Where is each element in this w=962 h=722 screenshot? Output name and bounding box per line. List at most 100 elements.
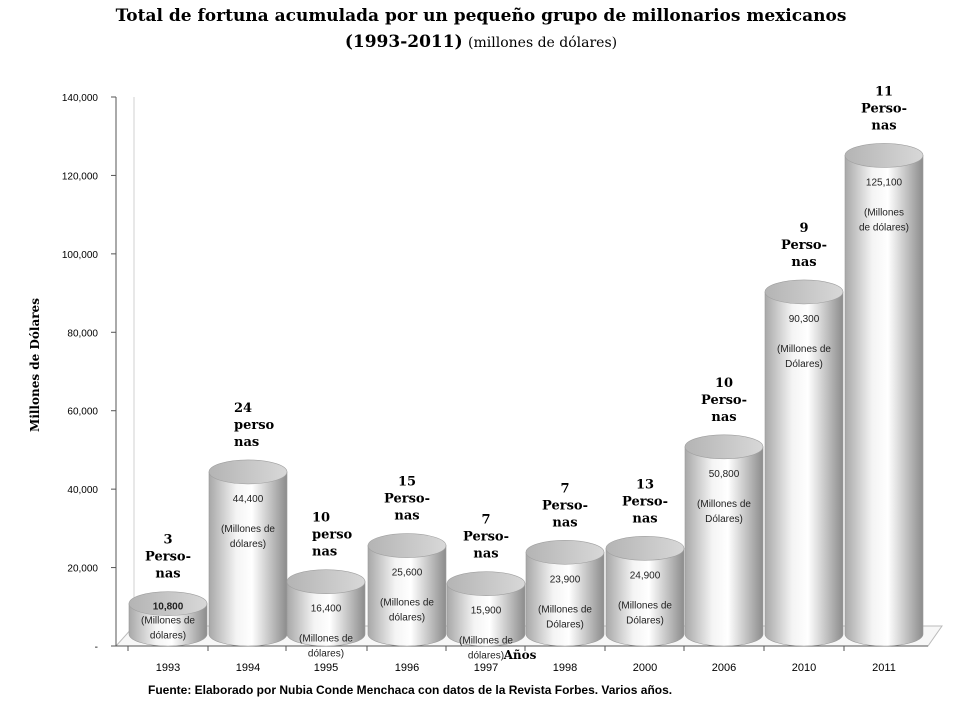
- y-tick-label: 40,000: [67, 485, 98, 496]
- y-tick-label: 120,000: [62, 171, 99, 182]
- bar-top: [525, 539, 605, 565]
- chart-bars: [128, 143, 924, 647]
- persons-annotation: nas: [791, 255, 816, 270]
- bar-value-label: 90,300: [789, 314, 820, 325]
- persons-annotation: 10: [715, 376, 733, 391]
- bar-unit-label: (Millones de: [221, 524, 275, 535]
- persons-annotation: 7: [560, 481, 569, 496]
- bar-body: [764, 291, 844, 647]
- x-tick-label: 1995: [314, 662, 338, 674]
- persons-annotation: Perso-: [861, 101, 907, 116]
- bar-value-label: 16,400: [311, 604, 342, 615]
- persons-annotation: Perso-: [145, 550, 191, 565]
- persons-annotation: 13: [636, 477, 654, 492]
- y-axis-label: Millones de Dólares: [28, 298, 42, 432]
- persons-annotation: nas: [711, 410, 736, 425]
- bar-2010: [764, 279, 844, 647]
- persons-annotation: nas: [632, 511, 657, 526]
- bar-value-label: 125,100: [866, 177, 903, 188]
- bar-unit-label: (Millones de: [141, 616, 195, 627]
- bar-unit-label: (Millones de: [777, 344, 831, 355]
- x-axis-label: Años: [503, 648, 537, 662]
- chart-subtitle: (1993-2011) (millones de dólares): [0, 32, 962, 52]
- bar-top: [367, 533, 447, 558]
- bar-unit-label: Dólares): [546, 619, 584, 630]
- bar-value-label: 25,600: [392, 568, 423, 579]
- x-tick-label: 1997: [474, 662, 498, 674]
- persons-annotation: nas: [394, 509, 419, 524]
- persons-annotation: 7: [481, 513, 490, 528]
- persons-annotation: 15: [398, 475, 416, 490]
- persons-annotation: 24: [234, 401, 252, 416]
- chart-title-unit: (millones de dólares): [468, 35, 618, 51]
- bar-unit-label: (Millones de: [459, 636, 513, 647]
- persons-annotation: nas: [234, 435, 259, 450]
- persons-annotation: nas: [155, 567, 180, 582]
- bar-top: [764, 279, 844, 305]
- persons-annotation: Perso-: [384, 492, 430, 507]
- bar-body: [208, 471, 288, 647]
- bar-unit-label: (Millones de: [299, 634, 353, 645]
- persons-annotation: 9: [799, 221, 808, 236]
- y-tick-label: 140,000: [62, 93, 99, 104]
- bar-value-label: 44,400: [233, 494, 264, 505]
- persons-annotation: Perso-: [542, 498, 588, 513]
- bar-1997: [446, 571, 526, 647]
- persons-annotation: nas: [473, 547, 498, 562]
- bar-unit-label: (Millones de: [538, 604, 592, 615]
- y-tick-label: -: [95, 642, 98, 653]
- bar-unit-label: dólares): [150, 631, 186, 642]
- bar-top: [446, 571, 526, 596]
- persons-annotation: Perso-: [622, 494, 668, 509]
- bar-unit-label: (Millones de: [697, 499, 751, 510]
- bar-body: [367, 545, 447, 647]
- x-tick-label: 1998: [553, 662, 577, 674]
- x-tick-label: 1993: [156, 662, 180, 674]
- bar-value-label: 24,900: [630, 570, 661, 581]
- x-tick-label: 1994: [236, 662, 260, 674]
- bar-1993: [128, 591, 208, 647]
- bar-unit-label: (Millones de: [618, 600, 672, 611]
- persons-annotation: Perso-: [463, 530, 509, 545]
- bar-unit-label: dólares): [389, 613, 425, 624]
- x-tick-label: 2000: [633, 662, 657, 674]
- bar-top: [208, 459, 288, 485]
- bar-top: [128, 591, 208, 616]
- persons-annotation: nas: [871, 118, 896, 133]
- bar-value-label: 50,800: [709, 469, 740, 480]
- bar-value-label: 10,800: [153, 602, 184, 613]
- persons-annotation: perso: [312, 528, 353, 543]
- persons-annotation: Perso-: [701, 393, 747, 408]
- bar-1995: [286, 569, 366, 647]
- persons-annotation: 3: [163, 533, 172, 548]
- bar-body: [525, 551, 605, 647]
- persons-annotation: nas: [552, 515, 577, 530]
- bar-body: [605, 548, 685, 647]
- x-tick-label: 2011: [872, 662, 896, 674]
- source-note: Fuente: Elaborado por Nubia Conde Mencha…: [148, 683, 673, 697]
- persons-annotation: nas: [312, 545, 337, 560]
- bar-unit-label: Dólares): [785, 359, 823, 370]
- bar-unit-label: dólares): [230, 539, 266, 550]
- bar-top: [844, 143, 924, 168]
- bar-value-label: 15,900: [471, 606, 502, 617]
- persons-annotation: 10: [312, 511, 330, 526]
- y-tick-label: 60,000: [67, 407, 98, 418]
- y-tick-label: 20,000: [67, 564, 98, 575]
- chart-title: Total de fortuna acumulada por un pequeñ…: [115, 6, 847, 26]
- bar-unit-label: (Millones de: [380, 598, 434, 609]
- bar-2000: [605, 536, 685, 647]
- bar-body: [684, 446, 764, 647]
- bar-unit-label: dólares): [308, 649, 344, 660]
- x-tick-label: 2006: [712, 662, 736, 674]
- y-tick-label: 100,000: [62, 250, 99, 261]
- bar-2011: [844, 143, 924, 647]
- bar-body: [286, 581, 366, 647]
- bar-unit-label: dólares): [468, 651, 504, 662]
- x-tick-label: 1996: [395, 662, 419, 674]
- bar-top: [605, 536, 685, 561]
- bar-unit-label: Dólares): [626, 615, 664, 626]
- bar-1996: [367, 533, 447, 647]
- bar-body: [446, 583, 526, 647]
